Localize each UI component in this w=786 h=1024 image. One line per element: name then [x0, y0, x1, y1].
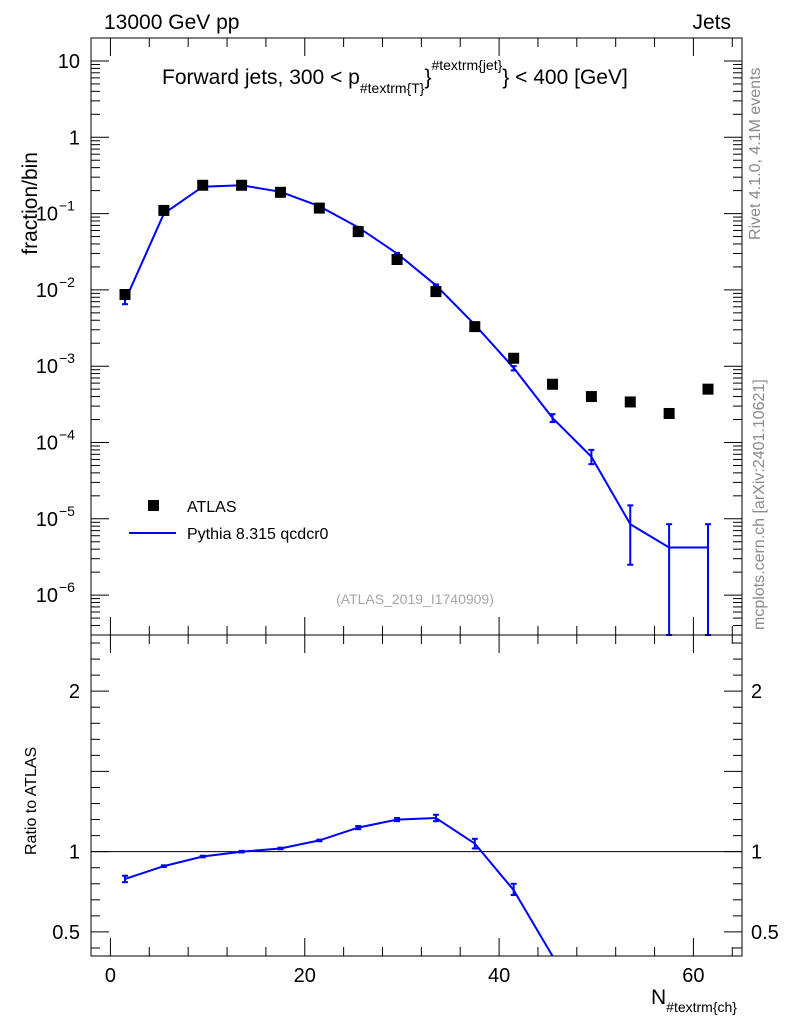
atlas-data-point: [469, 321, 481, 333]
plot-title-tail: }: [502, 66, 509, 89]
atlas-data-point: [313, 202, 325, 214]
pythia-ratio-line: [124, 816, 554, 957]
atlas-data-point: [352, 226, 364, 238]
main-plot-frame: [90, 37, 743, 636]
ratio-panel: 2 2 1 1 0.5 0.5 0 20 40 60 Ratio to ATLAS N#text…: [23, 634, 779, 1015]
main-y-tick-label: 1: [69, 127, 80, 149]
ratio-y-tick-label: 2: [69, 681, 80, 703]
main-y-tick-label-base: 10: [36, 509, 58, 531]
x-axis-title-main: N: [651, 986, 666, 1009]
atlas-data-point: [158, 204, 170, 216]
ratio-y-axis-label: Ratio to ATLAS: [23, 747, 40, 855]
atlas-data-point: [663, 407, 675, 419]
atlas-data-point: [547, 378, 559, 390]
main-x-ticks: [109, 38, 733, 635]
main-y-tick-label-exp: −2: [59, 274, 75, 290]
main-y-tick-label-base: 10: [36, 356, 58, 378]
header-right: Jets: [692, 11, 731, 34]
main-y-tick-label-exp: −6: [59, 579, 75, 595]
ratio-x-axis: 0 20 40 60: [105, 635, 733, 987]
atlas-data-point: [430, 286, 442, 298]
x-tick-label: 60: [682, 965, 704, 987]
legend: ATLAS Pythia 8.315 qcdcr0: [129, 499, 329, 543]
atlas-data-point: [624, 396, 636, 408]
main-y-tick-label-base: 10: [36, 280, 58, 302]
main-y-tick-label-base: 10: [36, 432, 58, 454]
main-y-tick-label-exp: −1: [59, 198, 75, 214]
main-y-axis-label: fraction/bin: [19, 152, 42, 255]
plot-title-main: Forward jets, 300 < p: [162, 66, 360, 89]
pythia-series: [122, 183, 711, 636]
ratio-y-tick-label: 1: [69, 842, 80, 864]
ratio-y-tick-label-right: 2: [751, 681, 762, 703]
main-y-tick-label-exp: −5: [59, 503, 75, 519]
header-left: 13000 GeV pp: [104, 11, 239, 34]
analysis-watermark: (ATLAS_2019_I1740909): [336, 591, 494, 607]
atlas-series: [119, 179, 714, 419]
ratio-y-axis: 2 2 1 1 0.5 0.5: [52, 642, 779, 949]
ratio-y-tick-label-right: 1: [751, 842, 762, 864]
main-y-tick-label-exp: −3: [59, 350, 75, 366]
ratio-y-tick-label: 0.5: [52, 922, 80, 944]
ratio-y-tick-label-right: 0.5: [751, 922, 779, 944]
mcplots-label: mcplots.cern.ch [arXiv:2401.10621]: [751, 379, 768, 630]
x-axis-title-sub: #textrm{ch}: [666, 999, 737, 1015]
atlas-data-point: [585, 391, 597, 403]
x-tick-label: 20: [294, 965, 316, 987]
plot-title: Forward jets, 300 < p#textrm{T}}#textrm{…: [162, 57, 628, 96]
plot-title-range: < 400 [GeV]: [509, 66, 628, 89]
plot-title-sub: #textrm{T}: [360, 80, 425, 96]
atlas-data-point: [508, 352, 520, 364]
plot-title-brace: }: [424, 66, 431, 89]
x-tick-label: 0: [105, 965, 116, 987]
atlas-data-point: [391, 254, 403, 266]
pythia-ratio-series: [122, 813, 554, 957]
ratio-plot-frame: [90, 634, 743, 957]
atlas-data-point: [702, 383, 714, 395]
legend-atlas-label: ATLAS: [187, 499, 237, 516]
pythia-line: [124, 184, 708, 549]
legend-pythia-label: Pythia 8.315 qcdcr0: [187, 526, 329, 543]
atlas-data-point: [119, 288, 131, 300]
main-y-tick-label-exp: −4: [59, 426, 75, 442]
atlas-data-point: [274, 186, 286, 198]
main-y-tick-label-base: 10: [36, 204, 58, 226]
rivet-version-label: Rivet 4.1.0, 4.1M events: [747, 67, 764, 240]
plot-title-sup: #textrm{jet}: [431, 57, 502, 73]
atlas-data-point: [236, 179, 248, 191]
x-axis-title: N#textrm{ch}: [651, 986, 737, 1015]
main-y-tick-label-base: 10: [36, 585, 58, 607]
main-y-tick-label: 10: [58, 51, 80, 73]
legend-atlas-marker: [148, 500, 159, 511]
x-tick-label: 40: [488, 965, 510, 987]
atlas-data-point: [197, 179, 209, 191]
